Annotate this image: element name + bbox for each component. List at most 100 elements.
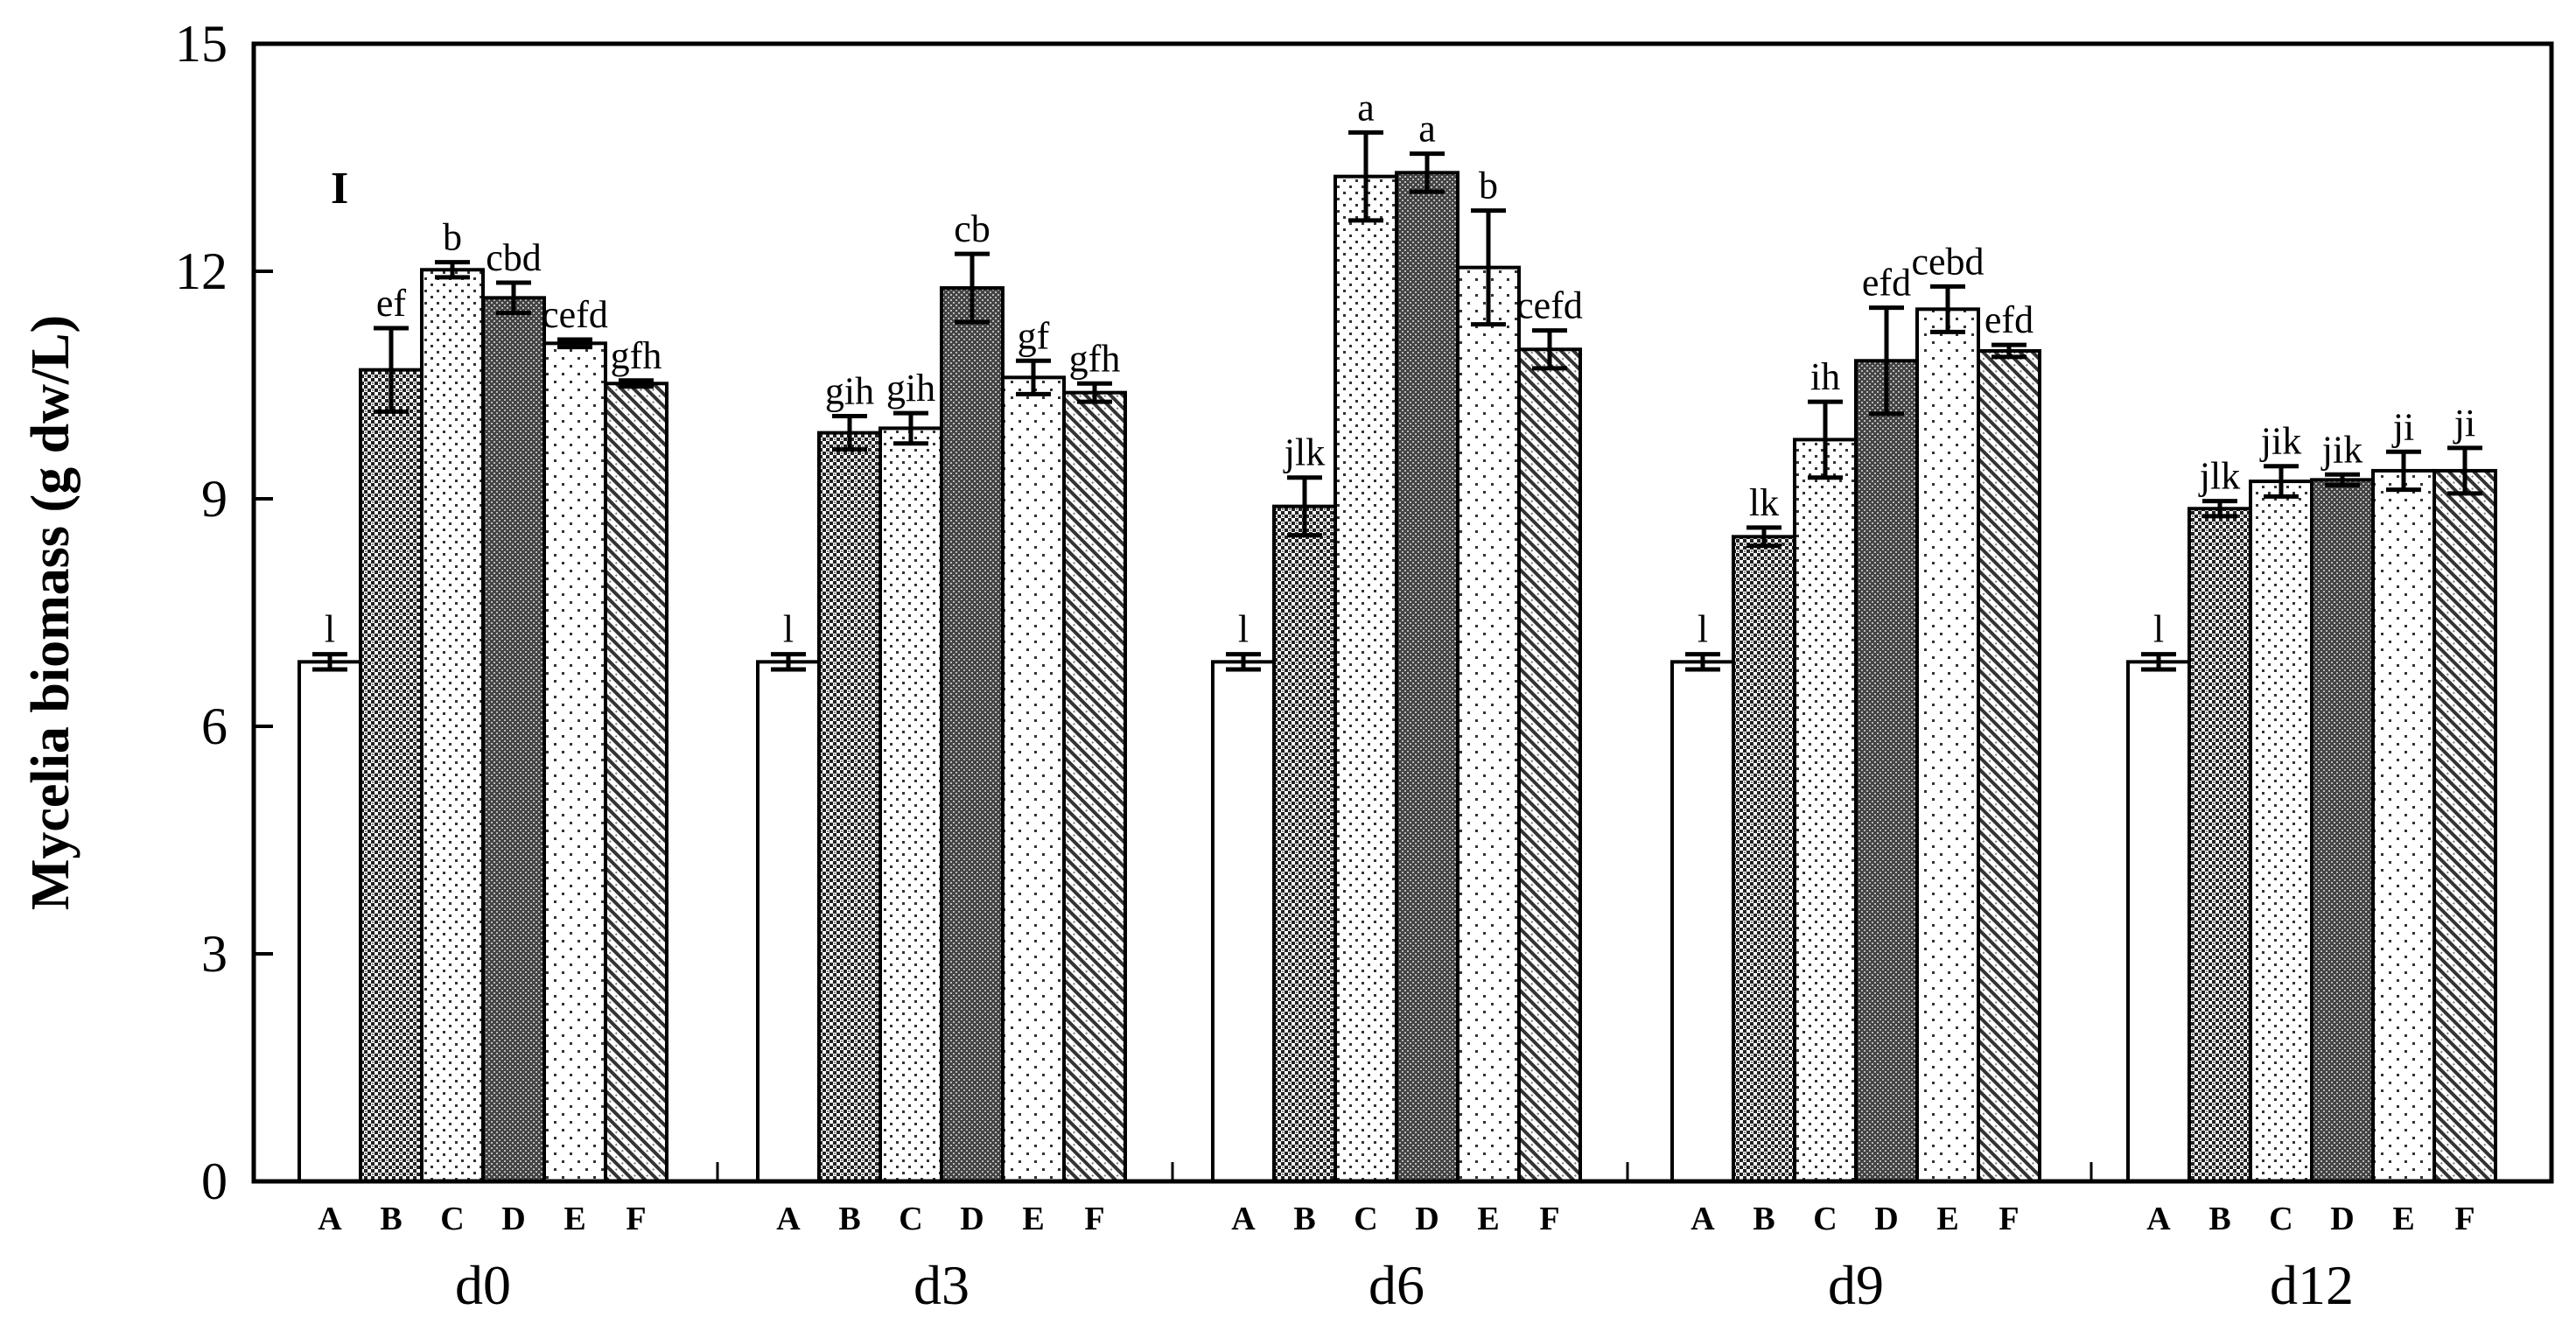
bar (1211, 660, 1276, 1183)
x-category-label: E (1936, 1201, 1958, 1237)
x-category-label: B (1753, 1201, 1774, 1237)
bar (1272, 504, 1337, 1183)
bar (1854, 359, 1919, 1183)
x-category-label: A (318, 1201, 342, 1237)
x-category-label: E (1022, 1201, 1044, 1237)
bar (1334, 174, 1398, 1184)
x-group-label: d6 (1368, 1254, 1424, 1316)
bar (817, 431, 882, 1184)
bar (878, 426, 943, 1183)
significance-label: b (443, 216, 462, 259)
significance-label: gf (1018, 314, 1050, 357)
significance-label: b (1479, 165, 1498, 207)
panel-label: I (331, 164, 348, 214)
significance-label: lk (1749, 481, 1779, 524)
significance-label: cebd (1911, 240, 1984, 283)
bar (542, 341, 607, 1184)
x-group-label: d3 (914, 1254, 970, 1316)
y-tick-label: 12 (175, 242, 228, 300)
significance-label: efd (1984, 298, 2034, 341)
x-category-label: B (838, 1201, 860, 1237)
bar (1001, 375, 1066, 1184)
bar (1395, 171, 1460, 1183)
x-category-label: D (501, 1201, 525, 1237)
x-category-label: D (960, 1201, 984, 1237)
x-category-label: D (1415, 1201, 1438, 1237)
bar (940, 286, 1004, 1184)
bar (2126, 660, 2191, 1183)
y-tick-label: 0 (201, 1152, 228, 1210)
significance-label: gfh (611, 334, 662, 377)
bar (2188, 507, 2252, 1183)
bar (420, 268, 485, 1183)
x-category-label: B (380, 1201, 402, 1237)
x-category-label: E (1477, 1201, 1499, 1237)
bar (1915, 307, 1980, 1184)
bar (2432, 468, 2497, 1183)
x-group-label: d12 (2270, 1254, 2354, 1316)
x-category-label: C (440, 1201, 464, 1237)
significance-label: l (2153, 608, 2164, 651)
significance-label: ji (2391, 405, 2414, 448)
x-category-label: F (1539, 1201, 1559, 1237)
x-group-label: d0 (455, 1254, 511, 1316)
significance-label: cefd (542, 293, 608, 336)
significance-label: cefd (1516, 284, 1583, 327)
x-category-label: A (776, 1201, 801, 1237)
significance-label: efd (1862, 262, 1911, 305)
bar (2371, 468, 2436, 1183)
x-category-label: B (2208, 1201, 2230, 1237)
significance-label: l (325, 608, 335, 651)
significance-label: ji (2453, 402, 2475, 445)
bar (756, 660, 821, 1183)
x-category-label: F (1998, 1201, 2019, 1237)
bar (1456, 265, 1521, 1184)
significance-label: jlk (2198, 455, 2240, 498)
bar (2249, 480, 2314, 1183)
x-category-label: F (2454, 1201, 2474, 1237)
bar (604, 382, 668, 1183)
significance-label: a (1418, 108, 1436, 151)
significance-label: l (783, 608, 794, 651)
x-category-label: A (2146, 1201, 2171, 1237)
plot-frame (251, 41, 2554, 1184)
x-category-label: D (1874, 1201, 1898, 1237)
significance-label: l (1698, 608, 1708, 651)
y-axis-label: Mycelia biomass (g dw/L) (21, 315, 80, 910)
x-category-label: C (899, 1201, 922, 1237)
bar (2310, 478, 2375, 1183)
x-category-label: E (564, 1201, 585, 1237)
bar (1517, 347, 1582, 1183)
significance-label: cbd (486, 236, 542, 279)
bar (1793, 438, 1858, 1183)
bar (1977, 349, 2041, 1183)
significance-label: cb (954, 207, 990, 250)
significance-label: ih (1810, 355, 1840, 398)
x-category-label: C (1354, 1201, 1377, 1237)
x-category-label: A (1231, 1201, 1256, 1237)
bar (1732, 535, 1796, 1183)
significance-label: l (1238, 608, 1249, 651)
y-tick-label: 15 (175, 15, 228, 73)
bar (359, 368, 424, 1183)
x-category-label: C (2269, 1201, 2292, 1237)
significance-label: gih (825, 370, 874, 413)
x-group-label: d9 (1828, 1254, 1884, 1316)
significance-label: a (1357, 86, 1375, 129)
bar (1670, 660, 1735, 1183)
significance-label: gfh (1069, 337, 1121, 380)
bar (298, 660, 362, 1183)
x-category-label: A (1690, 1201, 1715, 1237)
y-tick-label: 3 (201, 925, 228, 983)
bar (481, 296, 546, 1184)
significance-label: jlk (1283, 431, 1325, 474)
x-category-label: C (1813, 1201, 1837, 1237)
x-category-label: F (1084, 1201, 1104, 1237)
y-tick-label: 9 (201, 470, 228, 528)
x-category-label: F (626, 1201, 646, 1237)
x-category-label: B (1293, 1201, 1315, 1237)
significance-label: jik (2259, 420, 2301, 463)
x-category-label: E (2392, 1201, 2414, 1237)
significance-label: jik (2320, 428, 2362, 471)
